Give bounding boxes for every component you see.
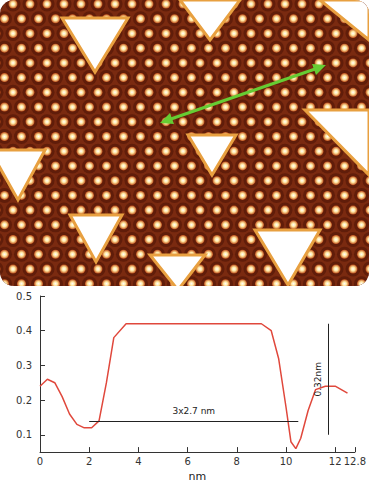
svg-text:8: 8 (234, 456, 240, 467)
svg-text:6: 6 (184, 456, 190, 467)
svg-text:12: 12 (329, 456, 342, 467)
svg-text:2: 2 (86, 456, 92, 467)
svg-text:12.8: 12.8 (344, 456, 366, 467)
svg-text:3x2.7 nm: 3x2.7 nm (172, 406, 215, 416)
svg-text:0.4: 0.4 (16, 325, 32, 336)
svg-text:0.5: 0.5 (16, 291, 32, 302)
svg-text:0.2: 0.2 (16, 395, 32, 406)
svg-text:0.3: 0.3 (16, 360, 32, 371)
svg-text:10: 10 (280, 456, 293, 467)
svg-text:4: 4 (135, 456, 141, 467)
svg-text:0.1: 0.1 (16, 429, 32, 440)
svg-text:nm: nm (189, 470, 207, 483)
svg-text:0.32nm: 0.32nm (313, 362, 323, 397)
svg-text:0: 0 (37, 456, 43, 467)
